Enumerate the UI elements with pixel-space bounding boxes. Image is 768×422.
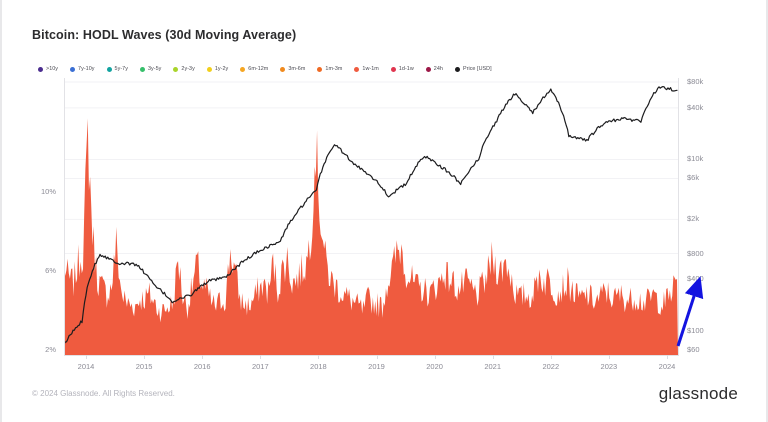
legend-swatch-icon bbox=[390, 66, 396, 72]
legend-swatch-icon bbox=[106, 66, 112, 72]
plot-area bbox=[64, 78, 678, 355]
legend-swatch-icon bbox=[425, 66, 431, 72]
legend-item-24h[interactable]: 24h bbox=[425, 66, 443, 72]
x-axis-tick-label: 2016 bbox=[193, 362, 211, 371]
legend-item-label: 1d-1w bbox=[398, 66, 414, 72]
legend-item-label: 3m-6m bbox=[288, 66, 306, 72]
legend-item-label: 1m-3m bbox=[325, 66, 343, 72]
legend-swatch-icon bbox=[206, 66, 212, 72]
x-axis-tickmark bbox=[550, 355, 552, 359]
legend-item-7y-10y[interactable]: 7y-10y bbox=[70, 66, 94, 72]
legend-item-label: 1w-1m bbox=[362, 66, 379, 72]
x-axis-tickmark bbox=[434, 355, 436, 359]
legend-item-label: 3y-5y bbox=[147, 66, 162, 72]
trend-arrow-annotation bbox=[676, 276, 704, 347]
x-axis-tickmark bbox=[492, 355, 494, 359]
legend-item-2y-3y[interactable]: 2y-3y bbox=[173, 66, 195, 72]
legend-item-3m-6m[interactable]: 3m-6m bbox=[280, 66, 305, 72]
y-axis-right-tick-label: $40k bbox=[687, 102, 704, 112]
x-axis-tickmark bbox=[318, 355, 320, 359]
legend-item-label: >10y bbox=[46, 66, 59, 72]
area-series-1w-1m bbox=[64, 118, 678, 355]
y-axis-right-tick-label: $10k bbox=[687, 154, 704, 164]
legend-item-label: 7y-10y bbox=[78, 66, 95, 72]
legend-item-label: 6m-12m bbox=[248, 66, 269, 72]
legend-item-label: 2y-3y bbox=[181, 66, 195, 72]
legend-swatch-icon bbox=[354, 66, 360, 72]
x-axis-tick-label: 2023 bbox=[600, 362, 618, 371]
x-axis-tick-label: 2017 bbox=[251, 362, 269, 371]
y-axis-left-tick-label: 10% bbox=[40, 187, 56, 196]
legend-item--10y[interactable]: >10y bbox=[38, 66, 58, 72]
legend-item-1y-2y[interactable]: 1y-2y bbox=[206, 66, 229, 72]
legend-swatch-icon bbox=[70, 66, 76, 72]
legend-swatch-icon bbox=[173, 66, 179, 72]
x-axis-tick-label: 2021 bbox=[484, 362, 502, 371]
y-axis-right-line bbox=[678, 78, 679, 355]
x-axis-tickmark bbox=[376, 355, 378, 359]
legend-item-6m-12m[interactable]: 6m-12m bbox=[240, 66, 268, 72]
page-title: Bitcoin: HODL Waves (30d Moving Average) bbox=[32, 28, 297, 42]
x-axis-tickmark bbox=[667, 355, 668, 359]
legend-item-price-usd-[interactable]: Price [USD] bbox=[454, 66, 492, 72]
x-axis-tick-label: 2024 bbox=[658, 362, 676, 371]
y-axis-right-tick-label: $800 bbox=[687, 248, 704, 258]
x-axis-tick-label: 2018 bbox=[310, 362, 327, 371]
x-axis-tick-label: 2019 bbox=[368, 362, 385, 371]
x-axis-tick-label: 2014 bbox=[77, 362, 95, 371]
x-axis-tickmark bbox=[86, 355, 87, 359]
legend-swatch-icon bbox=[139, 66, 145, 72]
legend-item-1d-1w[interactable]: 1d-1w bbox=[390, 66, 414, 72]
legend-swatch-icon bbox=[38, 66, 43, 72]
legend-item-5y-7y[interactable]: 5y-7y bbox=[106, 66, 128, 72]
chart-canvas bbox=[64, 81, 678, 355]
x-axis-tickmark bbox=[608, 355, 610, 359]
legend-item-label: 24h bbox=[433, 66, 443, 72]
glassnode-logo: glassnode bbox=[658, 384, 738, 403]
y-axis-right-tick-label: $100 bbox=[687, 325, 704, 335]
legend-item-1w-1m[interactable]: 1w-1m bbox=[354, 66, 379, 72]
legend-item-3y-5y[interactable]: 3y-5y bbox=[139, 66, 162, 72]
legend-swatch-icon bbox=[454, 66, 460, 72]
copyright-text: © 2024 Glassnode. All Rights Reserved. bbox=[32, 389, 175, 398]
x-axis-tickmark bbox=[260, 355, 262, 359]
y-axis-right-tick-label: $6k bbox=[687, 173, 700, 183]
legend-item-label: 5y-7y bbox=[114, 66, 128, 72]
y-axis-left-tick-label: 6% bbox=[45, 266, 56, 275]
y-axis-left-line bbox=[64, 78, 65, 355]
chart-legend: >10y 7y-10y 5y-7y 3y-5y 2y-3y 1y-2y 6m-12m 3m-6… bbox=[38, 62, 618, 76]
legend-swatch-icon bbox=[240, 66, 246, 72]
legend-swatch-icon bbox=[280, 66, 286, 72]
x-axis-tick-label: 2015 bbox=[135, 362, 153, 371]
legend-item-label: Price [USD] bbox=[462, 66, 492, 72]
x-axis-tickmark bbox=[202, 355, 204, 359]
arrow-shaft bbox=[676, 276, 704, 347]
x-axis-tickmark bbox=[144, 355, 146, 359]
y-axis-left-tick-label: 2% bbox=[45, 345, 56, 354]
line-series-price bbox=[64, 85, 678, 345]
legend-item-label: 1y-2y bbox=[214, 66, 229, 72]
y-axis-right-tick-label: $2k bbox=[687, 214, 700, 224]
legend-swatch-icon bbox=[317, 66, 323, 72]
x-axis-tick-label: 2022 bbox=[542, 362, 560, 371]
x-axis-line bbox=[64, 355, 679, 356]
y-axis-right-tick-label: $60 bbox=[687, 345, 700, 354]
x-axis-tick-label: 2020 bbox=[426, 362, 443, 371]
legend-item-1m-3m[interactable]: 1m-3m bbox=[317, 66, 342, 72]
y-axis-right-tick-label: $80k bbox=[687, 77, 704, 86]
